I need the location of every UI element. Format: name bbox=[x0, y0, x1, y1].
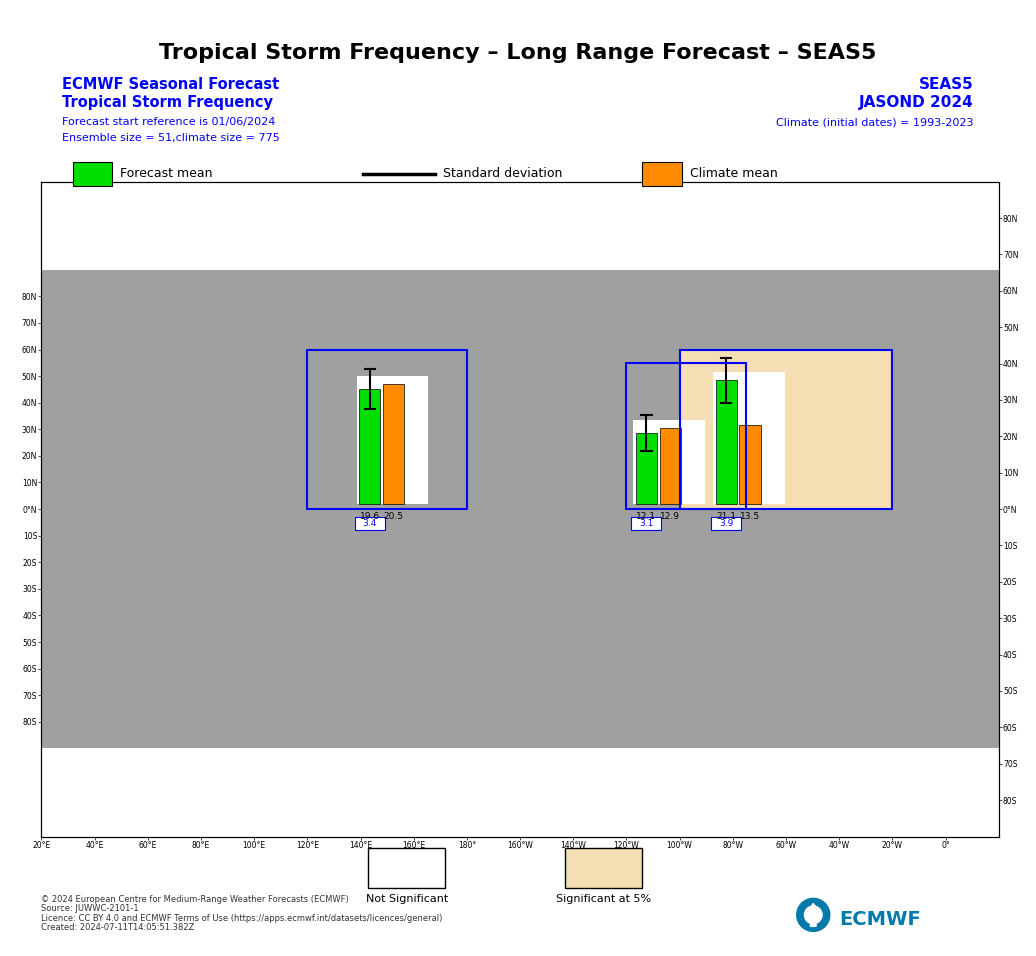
Bar bbox=[660, 428, 681, 504]
Text: 12.1: 12.1 bbox=[636, 511, 657, 521]
Bar bbox=[712, 517, 741, 531]
Text: Created: 2024-07-11T14:05:51.382Z: Created: 2024-07-11T14:05:51.382Z bbox=[41, 923, 195, 932]
Bar bbox=[383, 383, 404, 504]
Text: 13.5: 13.5 bbox=[740, 511, 760, 521]
Bar bbox=[632, 517, 661, 531]
Text: Not Significant: Not Significant bbox=[366, 894, 448, 903]
Circle shape bbox=[804, 905, 823, 924]
Text: ECMWF: ECMWF bbox=[839, 910, 921, 929]
Text: 12.9: 12.9 bbox=[660, 511, 681, 521]
Text: JASOND 2024: JASOND 2024 bbox=[859, 95, 974, 110]
Text: Ensemble size = 51,climate size = 775: Ensemble size = 51,climate size = 775 bbox=[62, 134, 280, 143]
Text: 3.1: 3.1 bbox=[639, 519, 654, 529]
Bar bbox=[713, 372, 784, 504]
Text: © 2024 European Centre for Medium-Range Weather Forecasts (ECMWF): © 2024 European Centre for Medium-Range … bbox=[41, 895, 349, 903]
Text: 3.4: 3.4 bbox=[363, 519, 377, 529]
Text: Significant at 5%: Significant at 5% bbox=[556, 894, 651, 903]
Bar bbox=[636, 433, 657, 504]
Text: ECMWF Seasonal Forecast: ECMWF Seasonal Forecast bbox=[62, 76, 280, 92]
Bar bbox=[740, 424, 760, 504]
Text: 19.6: 19.6 bbox=[359, 511, 380, 521]
Text: 20.5: 20.5 bbox=[383, 511, 404, 521]
Text: Climate (initial dates) = 1993-2023: Climate (initial dates) = 1993-2023 bbox=[776, 118, 974, 127]
Text: Licence: CC BY 4.0 and ECMWF Terms of Use (https://apps.ecmwf.int/datasets/licen: Licence: CC BY 4.0 and ECMWF Terms of Us… bbox=[41, 914, 442, 923]
Text: Forecast start reference is 01/06/2024: Forecast start reference is 01/06/2024 bbox=[62, 118, 276, 127]
Text: Source: JUWWC-2101-1: Source: JUWWC-2101-1 bbox=[41, 904, 139, 913]
Bar bbox=[355, 517, 384, 531]
Circle shape bbox=[796, 898, 831, 932]
Bar bbox=[716, 380, 737, 504]
Bar bbox=[356, 376, 428, 504]
Polygon shape bbox=[807, 903, 819, 926]
Text: Tropical Storm Frequency – Long Range Forecast – SEAS5: Tropical Storm Frequency – Long Range Fo… bbox=[160, 43, 876, 62]
Text: Tropical Storm Frequency: Tropical Storm Frequency bbox=[62, 95, 274, 110]
Text: 3.9: 3.9 bbox=[719, 519, 733, 529]
Bar bbox=[680, 350, 892, 510]
Bar bbox=[41, 270, 999, 749]
Bar bbox=[633, 421, 704, 504]
Text: Standard deviation: Standard deviation bbox=[443, 167, 563, 181]
Text: SEAS5: SEAS5 bbox=[919, 76, 974, 92]
Bar bbox=[627, 363, 746, 510]
Text: Forecast mean: Forecast mean bbox=[120, 167, 212, 181]
Bar bbox=[359, 389, 380, 504]
Bar bbox=[680, 350, 892, 510]
Text: 21.1: 21.1 bbox=[716, 511, 737, 521]
Bar bbox=[308, 350, 467, 510]
Text: Climate mean: Climate mean bbox=[690, 167, 778, 181]
